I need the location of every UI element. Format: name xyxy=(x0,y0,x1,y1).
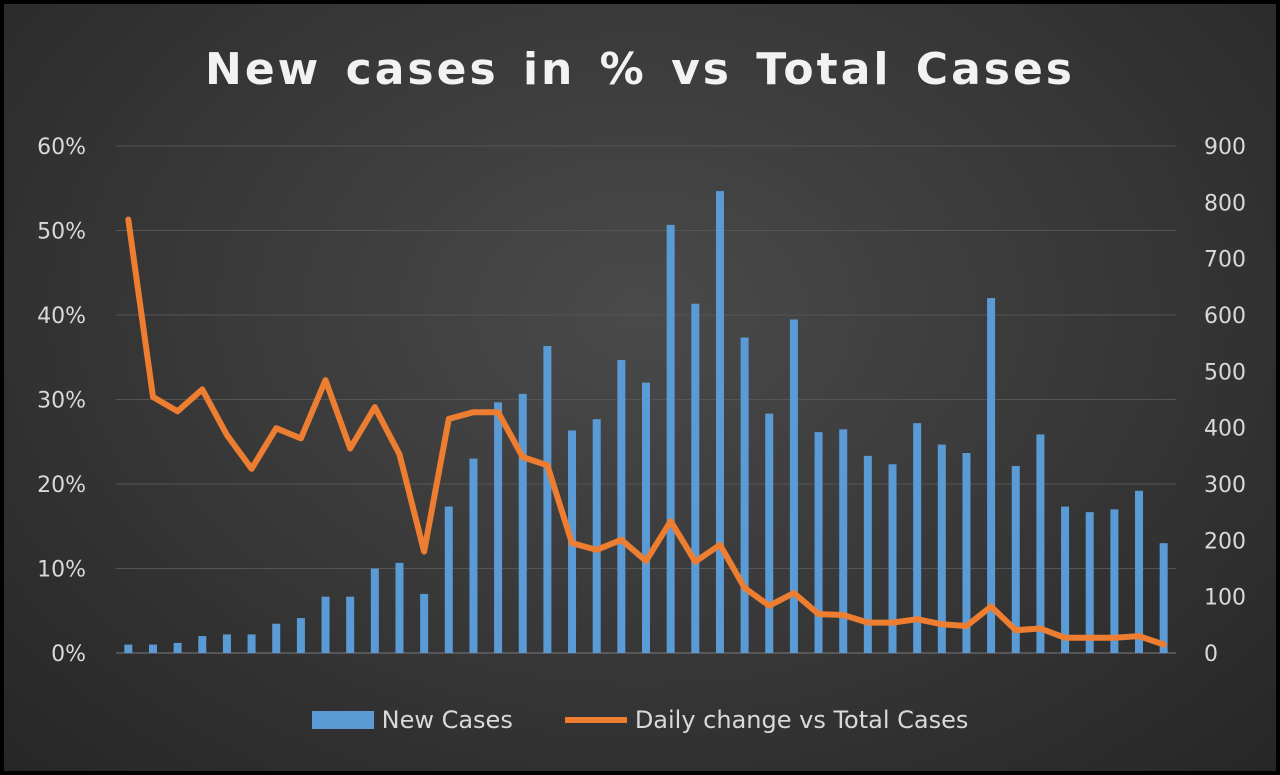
bar-new-cases xyxy=(863,455,872,653)
bar-new-cases xyxy=(1061,506,1070,653)
left-axis-tick-label: 10% xyxy=(37,558,86,583)
bar-new-cases xyxy=(395,562,404,653)
bar-new-cases xyxy=(962,453,971,653)
right-axis-tick-label: 400 xyxy=(1204,417,1246,442)
legend-item-new-cases: New Cases xyxy=(311,706,513,734)
left-axis-tick-label: 50% xyxy=(37,220,86,245)
legend-swatch-new-cases xyxy=(311,711,374,729)
bar-new-cases xyxy=(789,319,798,653)
bar-new-cases xyxy=(346,596,355,653)
right-axis-tick-label: 700 xyxy=(1204,248,1246,273)
bar-new-cases xyxy=(469,458,478,653)
daily-change-line-layer xyxy=(125,216,1167,648)
legend-label-new-cases: New Cases xyxy=(381,706,513,734)
bar-new-cases xyxy=(1135,490,1144,653)
bar-new-cases xyxy=(1011,465,1020,653)
bar-new-cases xyxy=(222,634,231,653)
bar-new-cases xyxy=(839,429,848,653)
legend-swatch-daily-change xyxy=(564,717,627,723)
chart-area: New cases in % vs Total Cases 0% 10% 20% 30… xyxy=(4,4,1276,771)
bar-new-cases xyxy=(1110,509,1119,653)
bar-new-cases xyxy=(987,298,996,653)
bar-new-cases xyxy=(518,393,527,653)
bar-new-cases xyxy=(370,568,379,653)
left-axis-tick-label: 20% xyxy=(37,473,86,498)
right-axis-tick-label: 900 xyxy=(1204,135,1246,160)
new-cases-bars xyxy=(124,191,1168,654)
bar-new-cases xyxy=(124,644,133,653)
bar-new-cases xyxy=(666,224,675,653)
legend-item-daily-change: Daily change vs Total Cases xyxy=(564,706,969,734)
left-axis-tick-label: 30% xyxy=(37,389,86,414)
bar-new-cases xyxy=(543,345,552,653)
right-axis-ticks: 0 100 200 300 400 500 600 700 800 900 xyxy=(1204,135,1246,667)
bar-new-cases xyxy=(148,644,157,653)
bar-new-cases xyxy=(1159,543,1168,653)
bar-new-cases xyxy=(937,444,946,653)
bar-new-cases xyxy=(420,593,429,653)
bar-new-cases xyxy=(691,303,700,653)
bar-new-cases xyxy=(814,432,823,653)
bar-new-cases xyxy=(444,506,453,653)
bar-new-cases xyxy=(592,419,601,653)
bar-new-cases xyxy=(765,413,774,653)
bar-new-cases xyxy=(198,636,207,653)
right-axis-tick-label: 300 xyxy=(1204,473,1246,498)
left-axis-tick-label: 60% xyxy=(37,135,86,160)
left-axis-tick-label: 0% xyxy=(51,642,86,667)
left-axis-ticks: 0% 10% 20% 30% 40% 50% 60% xyxy=(37,135,86,667)
right-axis-tick-label: 800 xyxy=(1204,191,1246,216)
bar-new-cases xyxy=(715,191,724,654)
bar-new-cases xyxy=(913,423,922,653)
right-axis-tick-label: 100 xyxy=(1204,586,1246,611)
bar-new-cases xyxy=(321,596,330,653)
chart-plot: 0% 10% 20% 30% 40% 50% 60% 0 100 200 300 400 500 600… xyxy=(37,135,1246,667)
bar-new-cases xyxy=(272,623,281,653)
bar-new-cases xyxy=(617,360,626,653)
right-axis-tick-label: 600 xyxy=(1204,304,1246,329)
bar-new-cases xyxy=(1036,434,1045,653)
left-axis-tick-label: 40% xyxy=(37,304,86,329)
legend-label-daily-change: Daily change vs Total Cases xyxy=(634,706,969,734)
right-axis-tick-label: 200 xyxy=(1204,529,1246,554)
right-axis-tick-label: 500 xyxy=(1204,360,1246,385)
bar-new-cases xyxy=(642,382,650,653)
bar-new-cases xyxy=(740,337,749,653)
bar-new-cases xyxy=(888,464,897,653)
bar-new-cases xyxy=(1085,512,1094,653)
line-daily-change xyxy=(125,216,1167,648)
chart-title: New cases in % vs Total Cases xyxy=(205,44,1075,95)
right-axis-tick-label: 0 xyxy=(1204,642,1218,667)
legend: New Cases Daily change vs Total Cases xyxy=(4,706,1276,734)
bar-new-cases xyxy=(494,402,503,653)
bar-new-cases xyxy=(296,618,305,653)
bar-new-cases xyxy=(173,642,182,653)
bar-new-cases xyxy=(247,634,256,653)
